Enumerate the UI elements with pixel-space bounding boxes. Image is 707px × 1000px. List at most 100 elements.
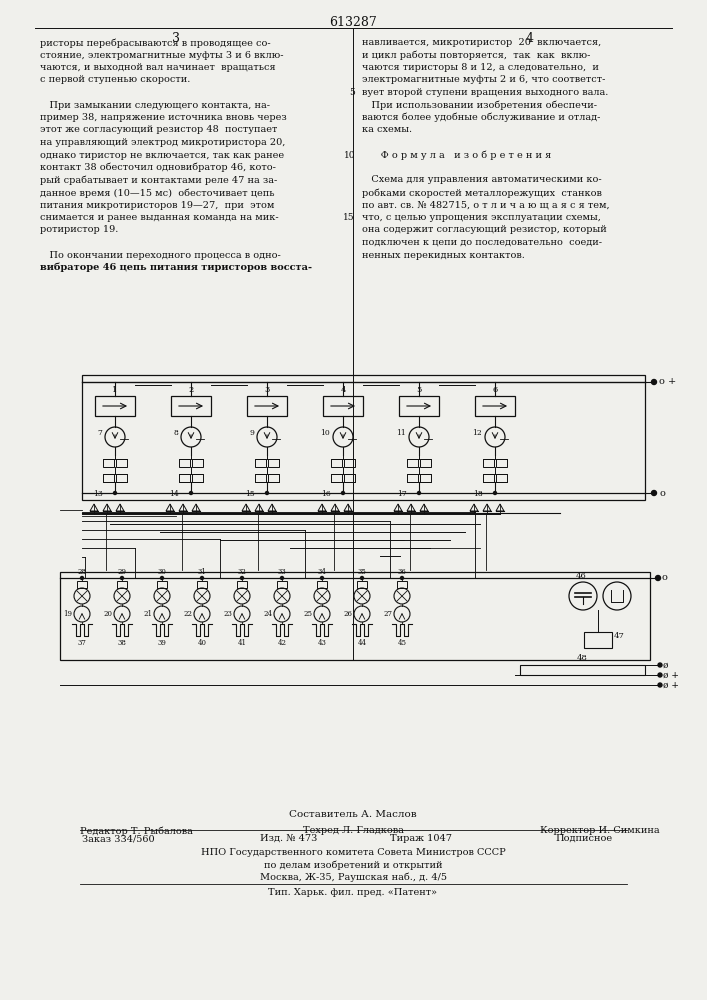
Text: на управляющий электрод микротиристора 20,: на управляющий электрод микротиристора 2… — [40, 138, 286, 147]
Text: Ф о р м у л а   и з о б р е т е н и я: Ф о р м у л а и з о б р е т е н и я — [362, 150, 551, 160]
Circle shape — [341, 491, 344, 494]
Text: 4: 4 — [340, 386, 346, 394]
Bar — [483, 474, 494, 482]
Text: 613287: 613287 — [329, 16, 377, 29]
Circle shape — [658, 683, 662, 687]
Text: Москва, Ж-35, Раушская наб., д. 4/5: Москва, Ж-35, Раушская наб., д. 4/5 — [259, 872, 447, 882]
Bar — [397, 581, 407, 588]
Circle shape — [655, 576, 660, 580]
Text: 30: 30 — [158, 568, 166, 576]
Text: 20: 20 — [103, 610, 112, 618]
Text: 33: 33 — [278, 568, 286, 576]
Text: Изд. № 473: Изд. № 473 — [260, 834, 317, 843]
Text: 36: 36 — [397, 568, 407, 576]
Text: Подписное: Подписное — [555, 834, 612, 843]
Circle shape — [160, 576, 163, 580]
Text: 4: 4 — [526, 32, 534, 45]
Text: 5: 5 — [416, 386, 421, 394]
Text: этот же согласующий резистор 48  поступает: этот же согласующий резистор 48 поступае… — [40, 125, 277, 134]
Text: однако тиристор не включается, так как ранее: однако тиристор не включается, так как р… — [40, 150, 284, 159]
Text: 10: 10 — [320, 429, 330, 437]
Bar — [407, 459, 418, 467]
Bar — [77, 581, 87, 588]
Text: 25: 25 — [303, 610, 312, 618]
Text: 40: 40 — [197, 639, 206, 647]
Text: рый срабатывает и контактами реле 47 на за-: рый срабатывает и контактами реле 47 на … — [40, 176, 277, 185]
Bar — [179, 459, 190, 467]
Text: 15: 15 — [245, 490, 255, 498]
Circle shape — [81, 576, 83, 580]
Text: Тираж 1047: Тираж 1047 — [390, 834, 452, 843]
Circle shape — [400, 576, 404, 580]
Text: Корректор И. Симкина: Корректор И. Симкина — [540, 826, 660, 835]
Text: пример 38, напряжение источника вновь через: пример 38, напряжение источника вновь че… — [40, 113, 287, 122]
Bar — [268, 459, 279, 467]
Text: ненных перекидных контактов.: ненных перекидных контактов. — [362, 250, 525, 259]
Text: 26: 26 — [343, 610, 352, 618]
Bar — [157, 581, 167, 588]
Circle shape — [418, 491, 421, 494]
Text: 10: 10 — [344, 150, 355, 159]
Bar — [116, 459, 127, 467]
Bar — [82, 375, 645, 500]
Bar — [95, 396, 135, 416]
Text: стояние, электромагнитные муфты 3 и 6 вклю-: стояние, электромагнитные муфты 3 и 6 вк… — [40, 50, 284, 60]
Circle shape — [266, 491, 269, 494]
Bar — [255, 474, 266, 482]
Text: электромагнитные муфты 2 и 6, что соответст-: электромагнитные муфты 2 и 6, что соотве… — [362, 76, 605, 85]
Bar — [323, 396, 363, 416]
Bar — [255, 459, 266, 467]
Bar — [584, 632, 612, 648]
Text: 32: 32 — [238, 568, 247, 576]
Text: 41: 41 — [238, 639, 247, 647]
Bar — [399, 396, 439, 416]
Text: При использовании изобретения обеспечи-: При использовании изобретения обеспечи- — [362, 101, 597, 110]
Text: ротиристор 19.: ротиристор 19. — [40, 226, 118, 234]
Text: 17: 17 — [397, 490, 407, 498]
Text: 15: 15 — [344, 213, 355, 222]
Bar — [344, 459, 355, 467]
Bar — [331, 459, 342, 467]
Text: 16: 16 — [321, 490, 331, 498]
Circle shape — [361, 576, 363, 580]
Bar — [171, 396, 211, 416]
Text: 1: 1 — [112, 386, 117, 394]
Text: 21: 21 — [143, 610, 152, 618]
Text: o +: o + — [659, 377, 677, 386]
Circle shape — [281, 576, 284, 580]
Text: подключен к цепи до последовательно  соеди-: подключен к цепи до последовательно соед… — [362, 238, 602, 247]
Bar — [117, 581, 127, 588]
Text: ваются более удобные обслуживание и отлад-: ваются более удобные обслуживание и отла… — [362, 113, 600, 122]
Text: 42: 42 — [278, 639, 286, 647]
Circle shape — [493, 491, 496, 494]
Text: 22: 22 — [183, 610, 192, 618]
Bar — [268, 474, 279, 482]
Bar — [192, 459, 203, 467]
Text: робками скоростей металлорежущих  станков: робками скоростей металлорежущих станков — [362, 188, 602, 198]
Text: вует второй ступени вращения выходного вала.: вует второй ступени вращения выходного в… — [362, 88, 609, 97]
Circle shape — [658, 663, 662, 667]
Bar — [420, 474, 431, 482]
Bar — [192, 474, 203, 482]
Bar — [237, 581, 247, 588]
Circle shape — [189, 491, 192, 494]
Bar — [197, 581, 207, 588]
Text: 37: 37 — [78, 639, 86, 647]
Bar — [317, 581, 327, 588]
Text: При замыкании следующего контакта, на-: При замыкании следующего контакта, на- — [40, 101, 270, 109]
Text: 9: 9 — [249, 429, 254, 437]
Text: 14: 14 — [169, 490, 179, 498]
Text: 46: 46 — [575, 572, 586, 580]
Text: она содержит согласующий резистор, который: она содержит согласующий резистор, котор… — [362, 226, 607, 234]
Text: Техред Л. Гладкова: Техред Л. Гладкова — [303, 826, 404, 835]
Text: Схема для управления автоматическими ко-: Схема для управления автоматическими ко- — [362, 176, 602, 184]
Text: ø +: ø + — [663, 670, 679, 680]
Bar — [179, 474, 190, 482]
Text: 3: 3 — [172, 32, 180, 45]
Text: 8: 8 — [173, 429, 178, 437]
Text: вибраторе 46 цепь питания тиристоров восста-: вибраторе 46 цепь питания тиристоров вос… — [40, 263, 312, 272]
Text: Тип. Харьк. фил. пред. «Патент»: Тип. Харьк. фил. пред. «Патент» — [269, 888, 438, 897]
Circle shape — [240, 576, 243, 580]
Circle shape — [658, 673, 662, 677]
Bar — [116, 474, 127, 482]
